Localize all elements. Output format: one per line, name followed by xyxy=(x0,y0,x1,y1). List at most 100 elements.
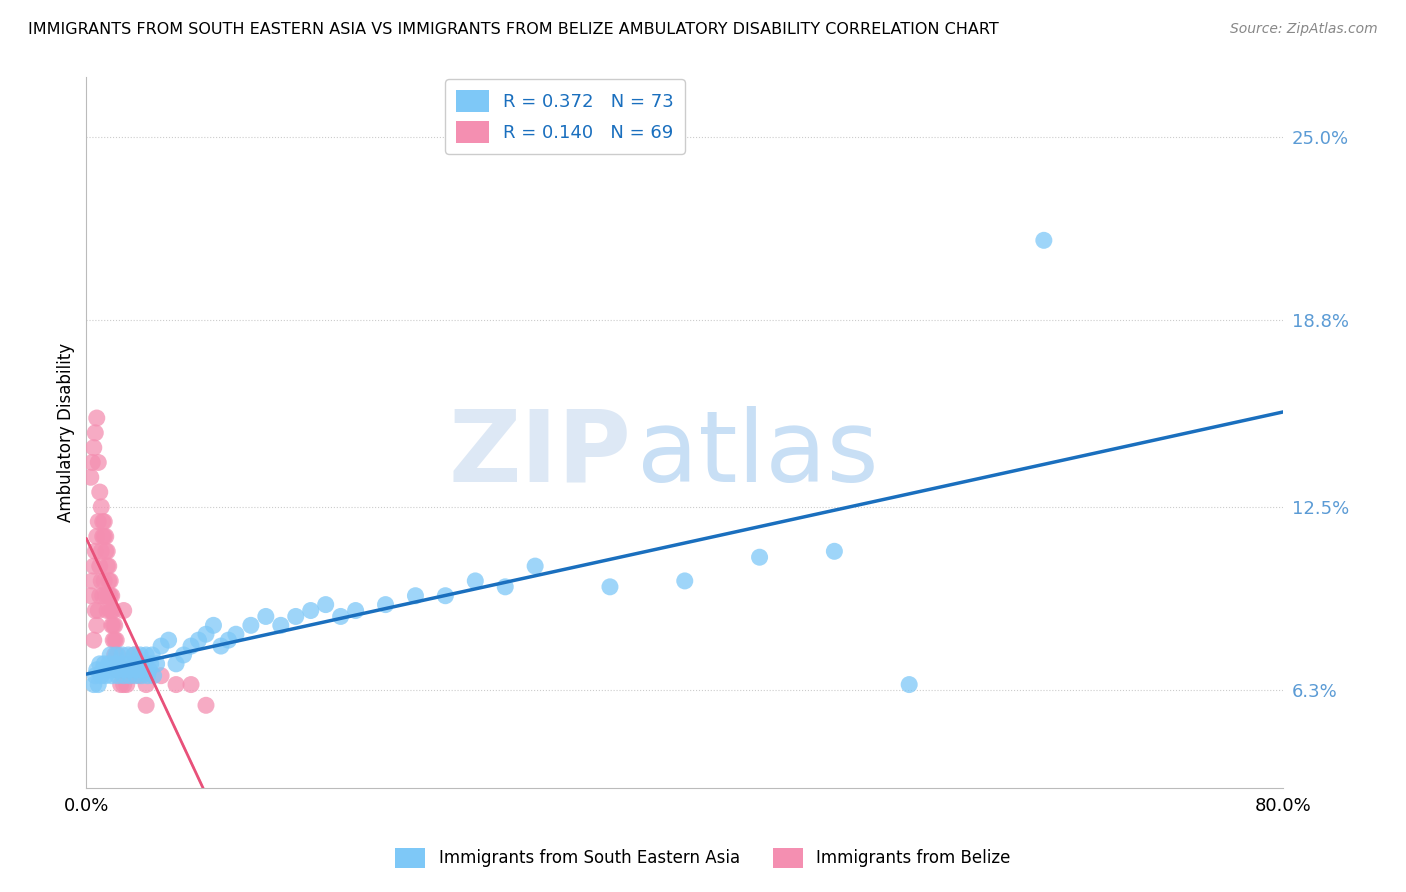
Point xyxy=(120,663,142,677)
Point xyxy=(100,618,122,632)
Point xyxy=(103,603,125,617)
Point xyxy=(127,663,149,677)
Point xyxy=(139,657,162,671)
Point xyxy=(97,559,120,574)
Point xyxy=(98,574,121,588)
Point xyxy=(80,589,103,603)
Point xyxy=(104,648,127,662)
Point xyxy=(97,657,120,671)
Y-axis label: Ambulatory Disability: Ambulatory Disability xyxy=(58,343,75,523)
Point xyxy=(105,663,128,677)
Point xyxy=(83,559,105,574)
Point xyxy=(187,633,209,648)
Point xyxy=(122,648,145,662)
Point xyxy=(91,529,114,543)
Text: ZIP: ZIP xyxy=(449,406,631,503)
Point xyxy=(89,559,111,574)
Point xyxy=(112,677,135,691)
Point xyxy=(110,677,132,691)
Point xyxy=(90,544,112,558)
Point xyxy=(112,603,135,617)
Point xyxy=(90,500,112,514)
Point xyxy=(748,550,770,565)
Point xyxy=(82,574,104,588)
Point xyxy=(494,580,516,594)
Point xyxy=(96,603,118,617)
Point xyxy=(135,698,157,713)
Point xyxy=(84,544,107,558)
Point xyxy=(132,663,155,677)
Point xyxy=(93,515,115,529)
Point xyxy=(98,648,121,662)
Point xyxy=(93,657,115,671)
Point xyxy=(104,657,127,671)
Point xyxy=(94,529,117,543)
Point xyxy=(118,668,141,682)
Point xyxy=(98,603,121,617)
Point xyxy=(91,663,114,677)
Point xyxy=(225,627,247,641)
Point xyxy=(83,677,105,691)
Point xyxy=(80,470,103,484)
Point xyxy=(94,668,117,682)
Point xyxy=(96,663,118,677)
Point xyxy=(464,574,486,588)
Point xyxy=(89,657,111,671)
Point xyxy=(217,633,239,648)
Point xyxy=(1032,233,1054,247)
Point xyxy=(131,668,153,682)
Point xyxy=(96,559,118,574)
Point xyxy=(315,598,337,612)
Point xyxy=(105,633,128,648)
Point xyxy=(599,580,621,594)
Point xyxy=(86,618,108,632)
Point xyxy=(673,574,696,588)
Point xyxy=(108,663,131,677)
Point xyxy=(195,698,218,713)
Point xyxy=(270,618,292,632)
Point xyxy=(111,663,134,677)
Point xyxy=(112,668,135,682)
Point xyxy=(120,668,142,682)
Point xyxy=(150,668,173,682)
Point xyxy=(90,668,112,682)
Point xyxy=(93,574,115,588)
Point xyxy=(93,529,115,543)
Point xyxy=(103,618,125,632)
Point xyxy=(209,639,232,653)
Point xyxy=(100,668,122,682)
Point xyxy=(329,609,352,624)
Point xyxy=(82,455,104,469)
Point xyxy=(195,627,218,641)
Point xyxy=(344,603,367,617)
Point xyxy=(374,598,396,612)
Point xyxy=(122,648,145,662)
Point xyxy=(165,677,187,691)
Point xyxy=(124,668,146,682)
Point xyxy=(97,589,120,603)
Point xyxy=(141,648,163,662)
Point xyxy=(180,639,202,653)
Point xyxy=(84,603,107,617)
Point xyxy=(104,633,127,648)
Legend: R = 0.372   N = 73, R = 0.140   N = 69: R = 0.372 N = 73, R = 0.140 N = 69 xyxy=(446,79,685,154)
Point xyxy=(107,668,129,682)
Point xyxy=(90,574,112,588)
Point xyxy=(254,609,277,624)
Point xyxy=(108,663,131,677)
Point xyxy=(128,668,150,682)
Text: Source: ZipAtlas.com: Source: ZipAtlas.com xyxy=(1230,22,1378,37)
Point xyxy=(134,657,156,671)
Point xyxy=(524,559,547,574)
Point xyxy=(404,589,426,603)
Point xyxy=(84,425,107,440)
Point xyxy=(100,589,122,603)
Point xyxy=(202,618,225,632)
Point xyxy=(110,657,132,671)
Point xyxy=(121,657,143,671)
Point xyxy=(96,544,118,558)
Point xyxy=(239,618,262,632)
Point xyxy=(138,663,160,677)
Point xyxy=(87,677,110,691)
Point xyxy=(86,529,108,543)
